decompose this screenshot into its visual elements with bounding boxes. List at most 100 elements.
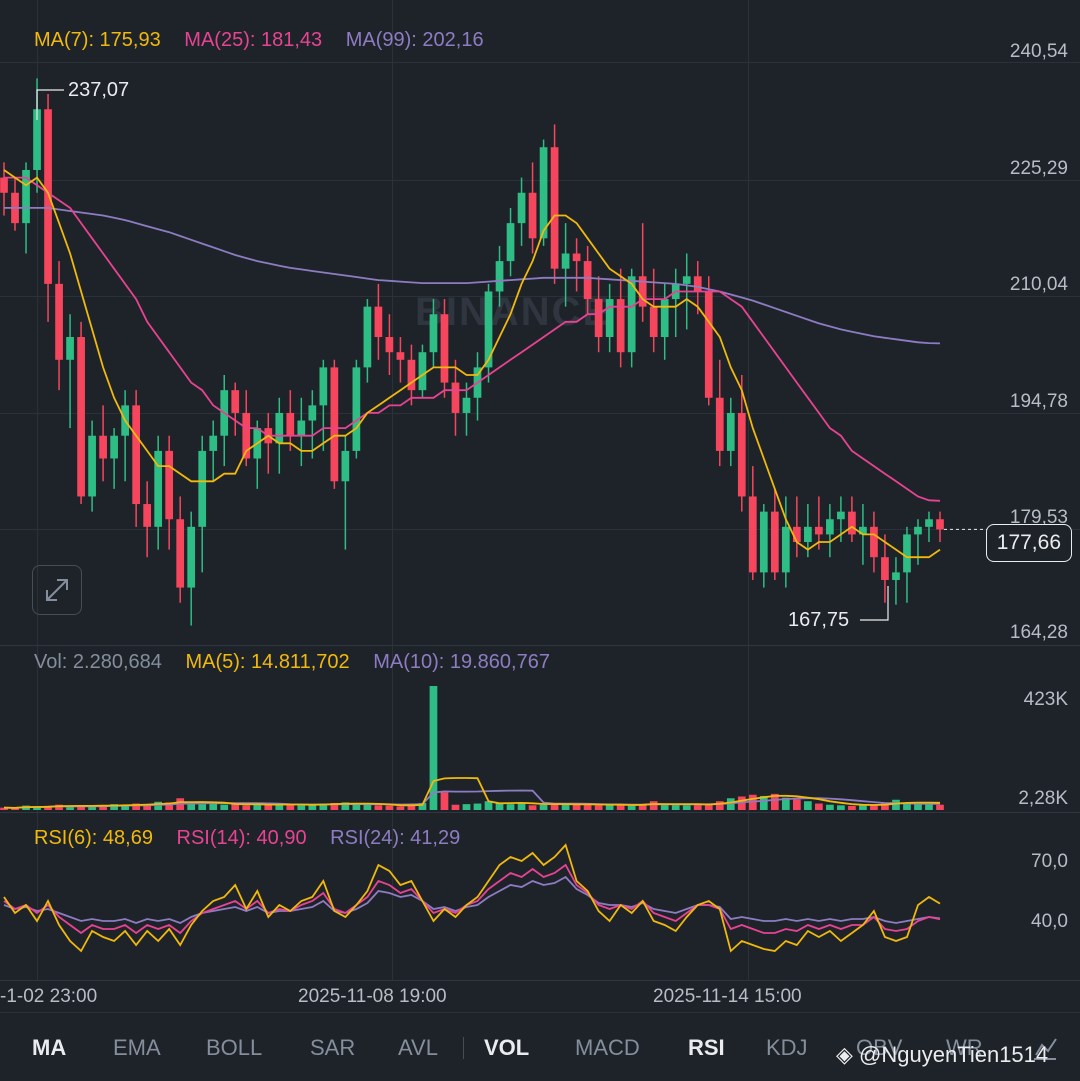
volume-bar bbox=[572, 804, 581, 810]
volume-bar bbox=[638, 804, 647, 810]
volume-bar bbox=[418, 802, 427, 810]
candle-body bbox=[275, 412, 284, 444]
volume-bar bbox=[275, 804, 284, 810]
candle-body bbox=[286, 412, 295, 436]
volume-bar bbox=[605, 804, 614, 810]
candle-body bbox=[748, 496, 757, 573]
volume-bar bbox=[88, 806, 96, 810]
volume-bar bbox=[253, 803, 262, 810]
indicator-wr[interactable]: WR bbox=[946, 1035, 983, 1060]
candle-body bbox=[682, 276, 691, 284]
high-price-label: 237,07 bbox=[68, 79, 130, 101]
indicator-sar[interactable]: SAR bbox=[310, 1035, 356, 1060]
rsi24-line bbox=[3, 875, 941, 924]
rsi6-legend: RSI(6): 48,69 bbox=[34, 827, 153, 849]
indicator-macd[interactable]: MACD bbox=[575, 1035, 640, 1060]
time-gridline bbox=[748, 0, 749, 980]
volume-bar bbox=[11, 808, 19, 810]
volume-bar bbox=[341, 802, 350, 810]
current-price-tag[interactable]: 177,66 bbox=[985, 524, 1072, 562]
candlestick-chart[interactable] bbox=[0, 0, 1080, 1000]
volume-bar bbox=[693, 804, 702, 810]
low-price-label: 167,75 bbox=[788, 609, 850, 631]
ma99-line bbox=[4, 207, 941, 345]
volume-bar bbox=[792, 799, 801, 810]
candle-body bbox=[804, 526, 812, 543]
candle-body bbox=[870, 526, 878, 558]
volume-bar bbox=[870, 804, 878, 810]
candle-body bbox=[242, 412, 251, 459]
volume-bar bbox=[682, 805, 691, 810]
volume-bar bbox=[848, 805, 856, 810]
candle-body bbox=[33, 109, 41, 170]
rsi14-line bbox=[3, 863, 941, 935]
volume-bar bbox=[396, 806, 405, 810]
indicator-boll[interactable]: BOLL bbox=[206, 1035, 263, 1060]
volume-bar bbox=[132, 803, 140, 810]
indicator-avl[interactable]: AVL bbox=[398, 1035, 438, 1060]
indicator-ema[interactable]: EMA bbox=[113, 1035, 161, 1060]
candle-body bbox=[528, 192, 537, 239]
candle-body bbox=[154, 450, 163, 527]
volume-bar bbox=[264, 805, 273, 810]
candle-body bbox=[649, 306, 658, 338]
ma25-line bbox=[4, 176, 941, 502]
volume-bar bbox=[914, 802, 922, 810]
candle-body bbox=[418, 352, 427, 391]
vol-ma10-legend: MA(10): 19.860,767 bbox=[373, 651, 550, 673]
time-gridline bbox=[37, 0, 38, 980]
candle-body bbox=[848, 511, 856, 535]
volume-bar bbox=[550, 803, 559, 810]
volume-bar bbox=[815, 803, 823, 810]
ma99-legend: MA(99): 202,16 bbox=[345, 29, 484, 51]
candle-body bbox=[88, 435, 96, 497]
candle-body bbox=[837, 511, 845, 520]
volume-bar bbox=[451, 804, 460, 810]
candle-body bbox=[440, 314, 449, 383]
volume-bar bbox=[385, 805, 394, 810]
candle-body bbox=[308, 405, 317, 421]
rsi-axis-label: 70,0 bbox=[1031, 851, 1068, 872]
candle-body bbox=[165, 450, 174, 520]
indicator-rsi[interactable]: RSI bbox=[688, 1035, 725, 1060]
candle-body bbox=[231, 390, 240, 413]
volume-bar bbox=[319, 803, 328, 810]
fullscreen-button[interactable] bbox=[32, 565, 82, 615]
candle-body bbox=[198, 450, 207, 527]
volume-bar bbox=[826, 804, 834, 810]
author-credit: ◈ @NguyenTien1514 bbox=[836, 1042, 1049, 1067]
volume-bar bbox=[297, 805, 306, 810]
volume-bar bbox=[528, 805, 537, 810]
candle-body bbox=[715, 397, 724, 451]
candle-body bbox=[605, 299, 614, 338]
candle-body bbox=[484, 291, 493, 368]
candle-body bbox=[859, 526, 867, 535]
volume-bar bbox=[231, 804, 240, 810]
rsi24-legend: RSI(24): 41,29 bbox=[330, 827, 461, 849]
date-label: 2025-11-08 19:00 bbox=[298, 986, 447, 1007]
volume-bar bbox=[804, 801, 812, 810]
candle-body bbox=[451, 382, 460, 413]
indicator-kdj[interactable]: KDJ bbox=[766, 1035, 808, 1060]
candle-body bbox=[826, 519, 834, 535]
volume-bar bbox=[506, 804, 515, 810]
volume-bar bbox=[242, 805, 251, 810]
candle-body bbox=[726, 412, 735, 451]
indicator-ma[interactable]: MA bbox=[32, 1035, 67, 1060]
volume-bar bbox=[903, 802, 911, 810]
indicator-vol[interactable]: VOL bbox=[484, 1035, 530, 1060]
candle-body bbox=[539, 147, 548, 239]
expand-icon bbox=[46, 579, 68, 601]
volume-bar bbox=[759, 795, 768, 810]
volume-bar bbox=[859, 804, 867, 810]
volume-bar bbox=[121, 805, 129, 810]
candle-body bbox=[914, 526, 922, 535]
indicator-settings-icon[interactable] bbox=[1030, 1033, 1060, 1063]
indicator-obv[interactable]: OBV bbox=[856, 1035, 903, 1060]
volume-bar bbox=[110, 804, 118, 810]
volume-axis-label: 2,28K bbox=[1018, 788, 1068, 809]
candle-body bbox=[616, 299, 625, 353]
candle-body bbox=[660, 299, 669, 338]
candle-body bbox=[0, 177, 8, 193]
volume-bar bbox=[198, 804, 207, 810]
